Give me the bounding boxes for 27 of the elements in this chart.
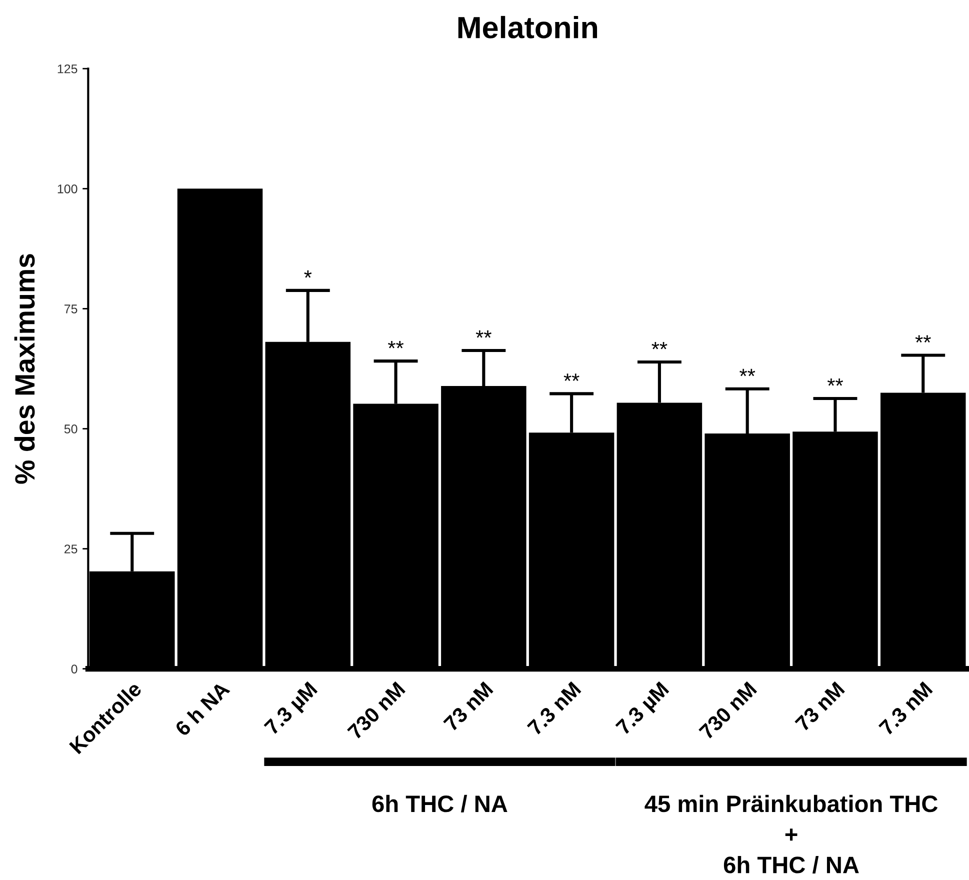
y-tick-label: 75 (64, 304, 78, 314)
x-tick-label: 7.3 µM (264, 681, 321, 738)
data-label: ** (476, 330, 492, 338)
y-tick-label: 125 (58, 64, 78, 74)
y-tick-label: 25 (64, 544, 78, 554)
data-label: ** (740, 368, 756, 376)
y-tick-label: 100 (58, 184, 78, 194)
x-tick-label: 73 nM (442, 681, 494, 732)
data-label: ** (564, 374, 580, 381)
x-tick-label: 6 h NA (174, 680, 230, 737)
x-tick-label: 730 nM (698, 681, 758, 740)
data-label: ** (915, 335, 931, 343)
y-tick-label: 0 (71, 664, 78, 674)
x-tick-label: 730 nM (346, 681, 406, 740)
y-axis-title: % des Maximums (14, 254, 35, 484)
text: 45 min Präinkubation THC + 6h THC / NA (644, 794, 938, 874)
x-tick-label: 73 nM (794, 681, 846, 732)
y-tick-label: 50 (64, 424, 78, 434)
data-label: ** (388, 340, 404, 348)
x-tick-label: 7.3 nM (878, 681, 933, 736)
x-tick-label: 7.3 nM (526, 681, 582, 736)
x-tick-label: 7.3 µM (615, 681, 672, 738)
data-label: ** (827, 378, 844, 386)
data-label: * (304, 270, 312, 278)
chart-title: Melatonin (458, 16, 598, 38)
data-label: ** (652, 342, 668, 350)
text: 6h THC / NA (372, 794, 508, 812)
